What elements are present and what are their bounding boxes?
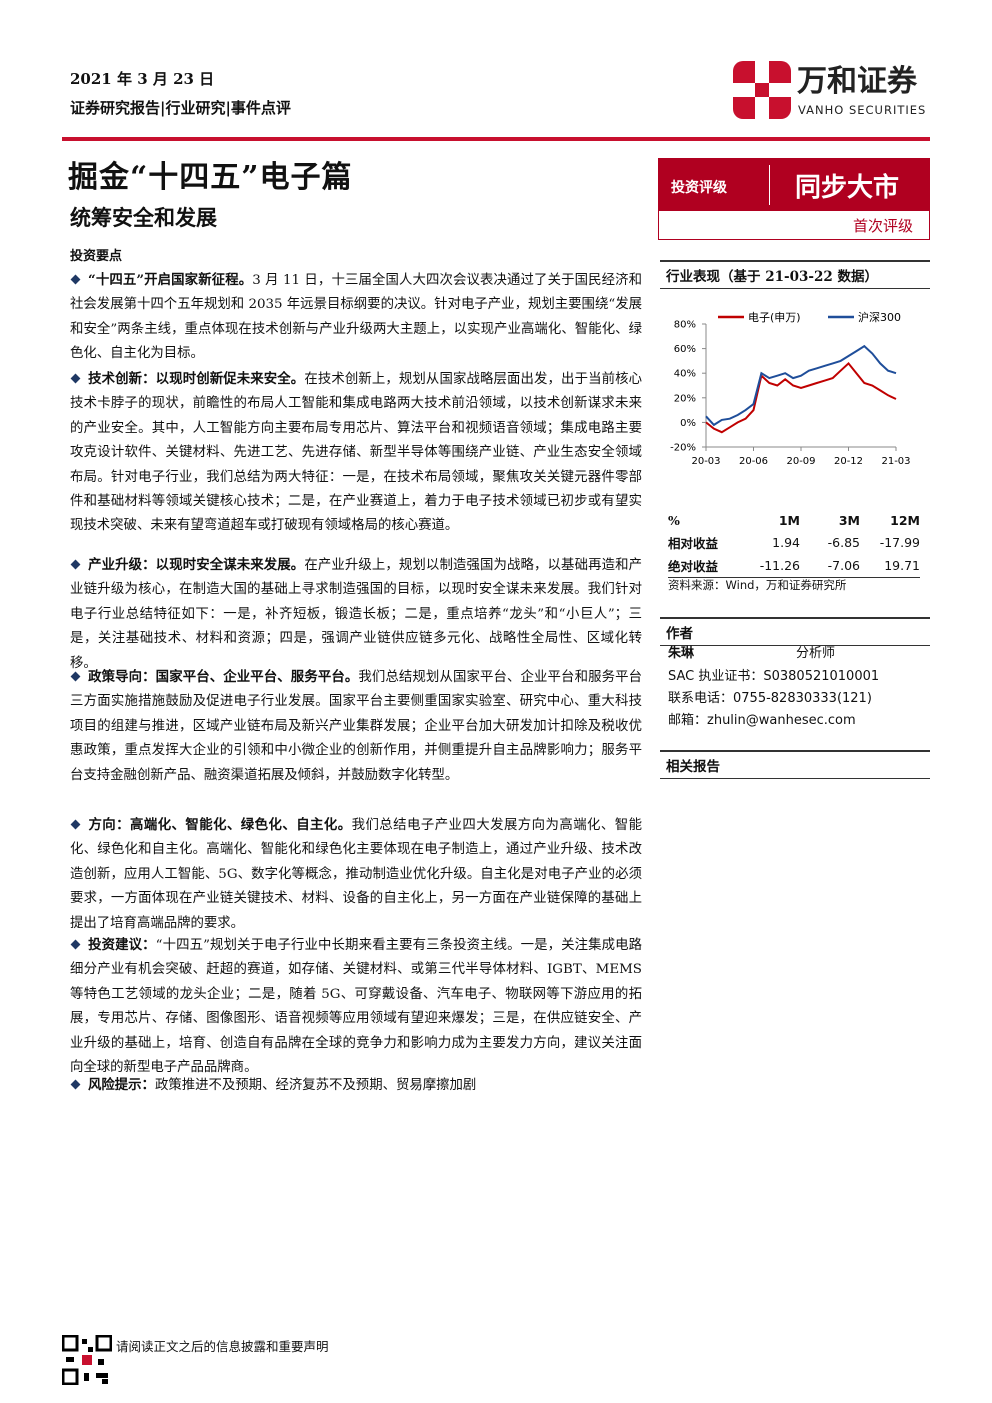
series-line — [705, 344, 897, 427]
point-lead: 技术创新：以现时创新促未来安全。 — [88, 371, 305, 387]
performance-chart: -20% 0% 20% 40% 60% 80% 20-03 20-06 20-09 20-12 21… — [670, 310, 910, 467]
author-role: 分析师 — [796, 646, 836, 661]
table-cell: -11.26 — [759, 558, 800, 573]
table-cell: -17.99 — [879, 535, 920, 550]
table-header-cell: 3M — [838, 513, 860, 528]
key-point: 风险提示：政策推进不及预期、经济复苏不及预期、贸易摩擦加剧 — [70, 1073, 642, 1098]
author-sac: SAC 执业证书：S0380521010001 — [668, 669, 880, 684]
subtitle: 统筹安全和发展 — [70, 205, 217, 230]
y-tick-label: 0% — [680, 418, 696, 429]
y-tick-label: -20% — [670, 443, 696, 454]
legend-label: 沪深300 — [858, 310, 901, 324]
table-header-cell: 1M — [778, 513, 800, 528]
bullet — [70, 1079, 81, 1090]
point-text: 在技术创新上，规划从国家战略层面出发，出于当前核心技术卡脖子的现状，前瞻性的布局… — [70, 372, 643, 534]
key-point: 投资建议：“十四五”规划关于电子行业中长期来看主要有三条投资主线。一是，关注集成… — [70, 933, 642, 1080]
bullet — [70, 373, 81, 384]
point-lead: “十四五”开启国家新征程。 — [88, 272, 253, 288]
y-tick-label: 20% — [674, 393, 696, 404]
header-rule — [62, 137, 930, 141]
key-point: 方向：高端化、智能化、绿色化、自主化。我们总结电子产业四大发展方向为高端化、智能… — [70, 813, 642, 936]
returns-table: % 1M 3M 12M 相对收益 1.94 -6.85 -17.99 绝对收益 … — [668, 510, 920, 578]
point-text: 我们总结规划从国家平台、企业平台和服务平台三方面实施措施鼓励及促进电子行业发展。… — [70, 670, 643, 783]
rating-divider — [769, 165, 770, 205]
source: 资料来源：Wind，万和证券研究所 — [668, 578, 847, 592]
table-header-cell: 12M — [890, 513, 920, 528]
point-lead: 投资建议： — [88, 937, 156, 953]
point-lead: 风险提示： — [88, 1077, 155, 1093]
rating-band — [659, 159, 929, 211]
point-text: 政策推进不及预期、经济复苏不及预期、贸易摩擦加剧 — [154, 1078, 477, 1093]
table-cell: -7.06 — [827, 558, 860, 573]
performance-heading: 行业表现（基于 21-03-22 数据） — [660, 260, 930, 289]
logo: 万和证券 VANHO SECURITIES — [733, 61, 926, 119]
x-tick-label: 20-03 — [691, 456, 720, 467]
legend-label: 电子(申万) — [748, 311, 801, 324]
y-tick-label: 60% — [674, 344, 696, 355]
qr-code — [62, 1335, 112, 1385]
table-header-cell: % — [668, 513, 680, 528]
table-cell: 1.94 — [772, 535, 800, 550]
point-lead: 产业升级：以现时安全谋未来发展。 — [88, 557, 305, 573]
title: 掘金“十四五”电子篇 — [68, 160, 353, 195]
rating-value: 同步大市 — [795, 173, 900, 203]
rating-note: 首次评级 — [852, 217, 913, 235]
footer-notice: 请阅读正文之后的信息披露和重要声明 — [116, 1339, 329, 1354]
table-cell: 绝对收益 — [668, 559, 719, 574]
author-name: 朱琳 — [668, 646, 695, 661]
point-text: 我们总结电子产业四大发展方向为高端化、智能化、绿色化和自主化。高端化、智能化和绿… — [70, 818, 642, 931]
author-phone: 联系电话：0755-82830333(121) — [668, 691, 872, 706]
key-point: “十四五”开启国家新征程。3 月 11 日，十三届全国人大四次会议表决通过了关于… — [70, 268, 642, 367]
x-tick-label: 20-06 — [739, 456, 768, 467]
table-header: % 1M 3M 12M — [668, 510, 920, 531]
related-heading: 相关报告 — [660, 750, 930, 779]
point-text: “十四五”规划关于电子行业中长期来看主要有三条投资主线。一是，关注集成电路细分产… — [70, 938, 642, 1076]
bullet — [70, 939, 81, 950]
series-line — [705, 361, 897, 434]
point-text: 3 月 11 日，十三届全国人大四次会议表决通过了关于国民经济和社会发展第十四个… — [70, 273, 643, 362]
key-point: 技术创新：以现时创新促未来安全。在技术创新上，规划从国家战略层面出发，出于当前核… — [70, 367, 642, 539]
table-cell: 相对收益 — [668, 536, 719, 551]
table-cell: 19.71 — [884, 558, 920, 573]
report-type: 证券研究报告|行业研究|事件点评 — [70, 99, 291, 117]
bullet — [70, 819, 81, 830]
key-point: 产业升级：以现时安全谋未来发展。在产业升级上，规划以制造强国为战略，以基础再造和… — [70, 553, 642, 676]
logo-cn: 万和证券 — [797, 64, 918, 99]
logo-en: VANHO SECURITIES — [798, 103, 926, 117]
bullet — [70, 671, 81, 682]
rating-box: 投资评级 同步大市 首次评级 — [658, 158, 930, 240]
x-tick-label: 20-09 — [786, 456, 815, 467]
author-email: 邮箱：zhulin@wanhesec.com — [668, 713, 856, 728]
author-heading: 作者 — [660, 617, 930, 646]
x-tick-label: 21-03 — [881, 456, 910, 467]
rating-label: 投资评级 — [671, 180, 727, 196]
point-lead: 政策导向：国家平台、企业平台、服务平台。 — [88, 669, 359, 685]
y-tick-label: 80% — [674, 320, 696, 331]
y-tick-label: 40% — [674, 369, 696, 380]
report-date: 2021 年 3 月 23 日 — [70, 70, 215, 88]
point-lead: 方向：高端化、智能化、绿色化、自主化。 — [88, 817, 352, 833]
bullet — [70, 559, 81, 570]
point-text: 在产业升级上，规划以制造强国为战略，以基础再造和产业链升级为核心，在制造大国的基… — [70, 558, 643, 671]
bullet — [70, 274, 81, 285]
table-cell: -6.85 — [827, 535, 860, 550]
key-point: 政策导向：国家平台、企业平台、服务平台。我们总结规划从国家平台、企业平台和服务平… — [70, 665, 642, 788]
table-row: 绝对收益 -11.26 -7.06 19.71 — [668, 554, 920, 578]
key-points-heading: 投资要点 — [70, 249, 123, 264]
x-tick-label: 20-12 — [834, 456, 863, 467]
table-row: 相对收益 1.94 -6.85 -17.99 — [668, 531, 920, 554]
